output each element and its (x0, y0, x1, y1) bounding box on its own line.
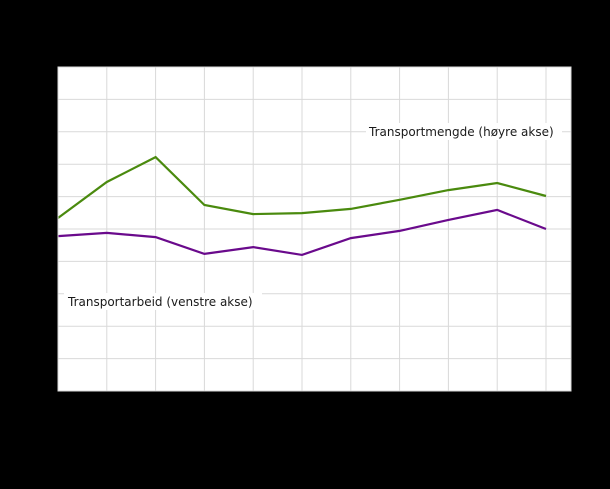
series-label-transportmengde: Transportmengde (høyre akse) (368, 125, 554, 139)
plot-border (57, 66, 572, 392)
label-transportmengde: Transportmengde (høyre akse) (366, 123, 562, 140)
label-transportarbeid: Transportarbeid (venstre akse) (64, 293, 262, 310)
series-label-transportarbeid: Transportarbeid (venstre akse) (67, 295, 253, 309)
line-transportmengde (57, 155, 547, 219)
line-transportarbeid (57, 208, 547, 257)
data-lines (57, 155, 547, 257)
